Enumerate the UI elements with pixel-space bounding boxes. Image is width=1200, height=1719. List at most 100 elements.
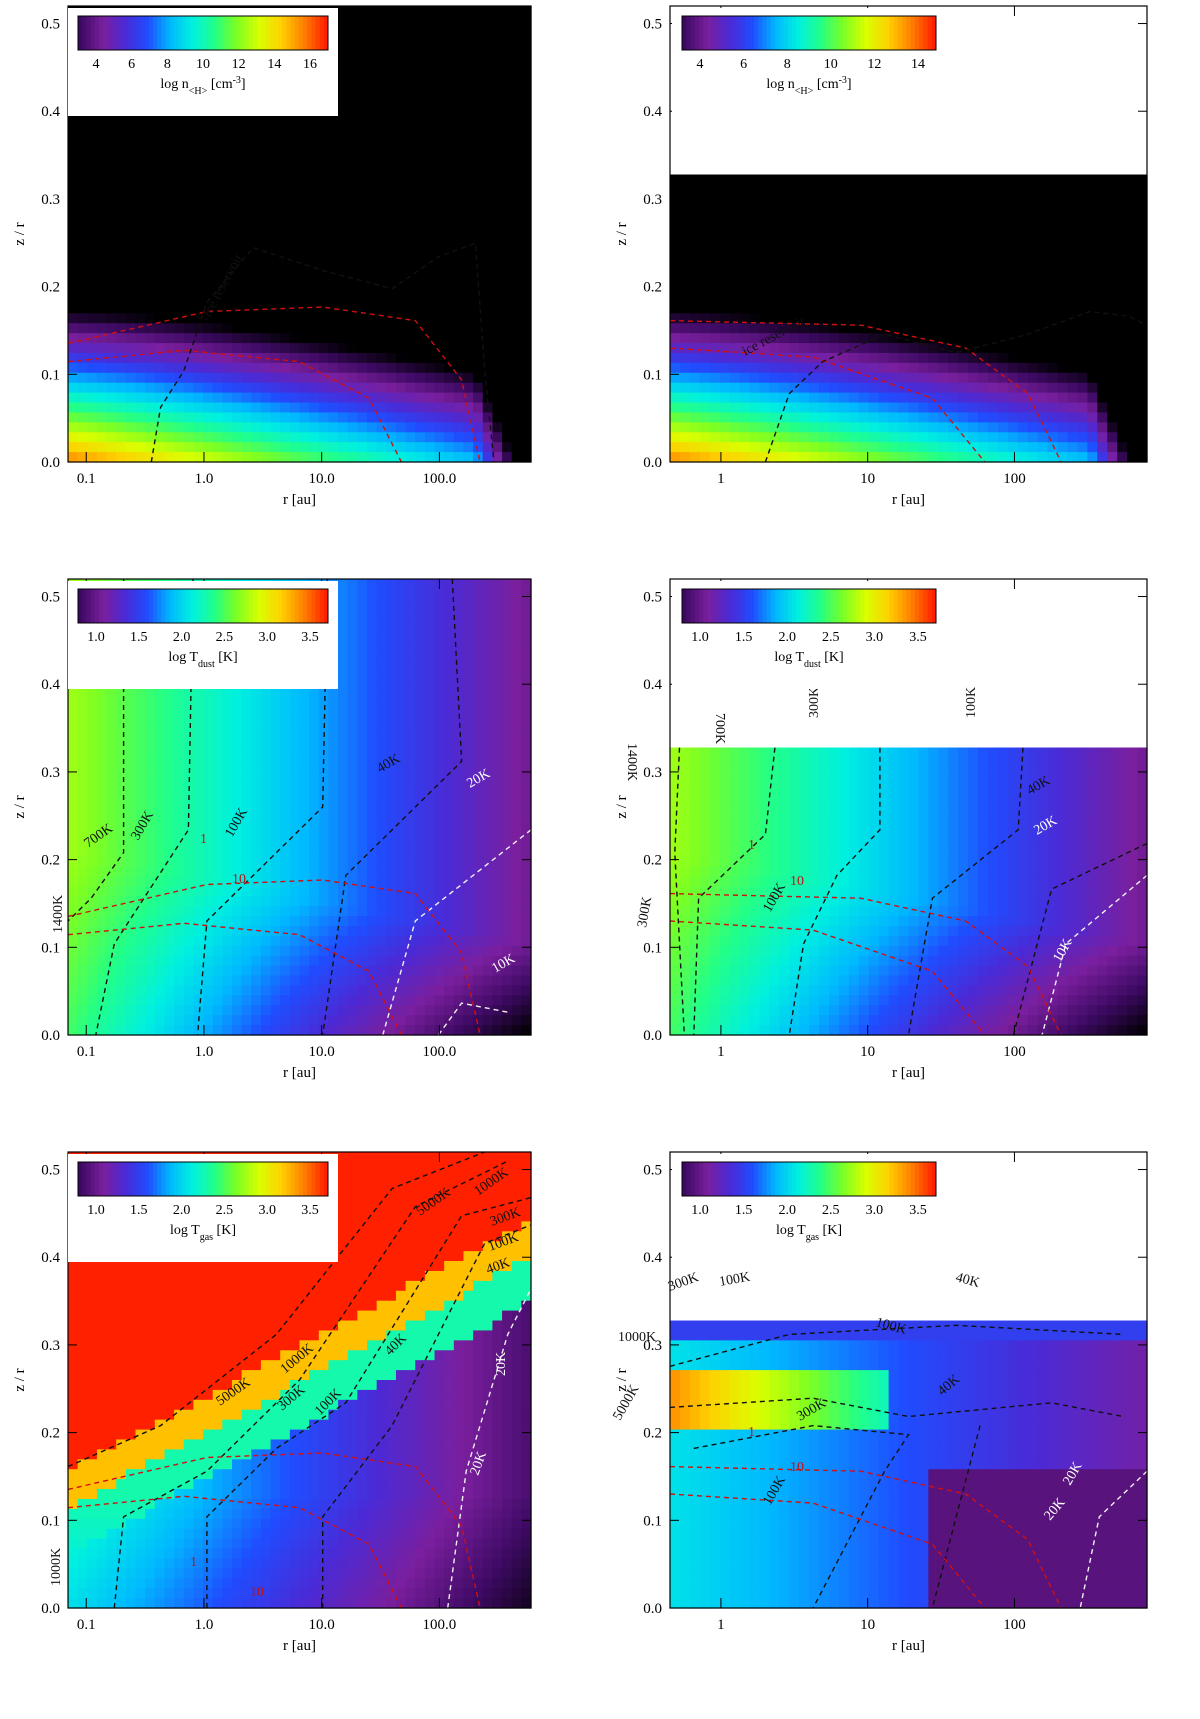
heatmap-cell [135, 1025, 146, 1036]
heatmap-cell [280, 194, 291, 205]
heatmap-cell [838, 323, 850, 334]
heatmap-cell [1007, 362, 1019, 374]
heatmap-cell [116, 174, 127, 186]
heatmap-cell [719, 333, 731, 344]
heatmap-cell [68, 826, 79, 838]
heatmap-cell [347, 115, 358, 126]
heatmap-cell [270, 442, 281, 453]
heatmap-cell [424, 75, 436, 86]
heatmap-cell [164, 234, 175, 245]
colorbar-swatch [161, 16, 166, 50]
heatmap-cell [492, 35, 503, 47]
heatmap-cell [978, 432, 989, 443]
heatmap-cell [958, 313, 969, 324]
heatmap-cell [135, 717, 146, 729]
heatmap-cell [739, 412, 751, 423]
heatmap-cell [241, 313, 252, 324]
heatmap-cell [395, 362, 407, 374]
heatmap-cell [96, 372, 108, 384]
heatmap-cell [116, 985, 127, 996]
heatmap-cell [299, 807, 310, 818]
heatmap-cell [679, 253, 691, 265]
heatmap-cell [145, 787, 156, 798]
heatmap-cell [193, 757, 204, 768]
heatmap-cell [164, 402, 175, 414]
heatmap-cell [878, 293, 890, 304]
heatmap-cell [289, 886, 301, 897]
heatmap-cell [251, 985, 262, 996]
heatmap-cell [492, 45, 503, 57]
heatmap-cell [145, 995, 156, 1006]
heatmap-cell [241, 372, 252, 384]
heatmap-cell [87, 293, 98, 304]
heatmap-cell [183, 975, 194, 987]
heatmap-cell [367, 204, 378, 215]
heatmap-cell [444, 313, 455, 324]
heatmap-cell [183, 323, 194, 334]
heatmap-cell [1127, 362, 1138, 374]
heatmap-cell [116, 737, 127, 749]
heatmap-cell [968, 224, 979, 235]
heatmap-cell [77, 164, 88, 176]
heatmap-cell [829, 174, 840, 186]
colorbar-tick-label: 4 [93, 57, 100, 72]
heatmap-cell [1027, 372, 1039, 384]
heatmap-cell [1047, 204, 1059, 215]
heatmap-cell [203, 757, 214, 768]
heatmap-cell [405, 253, 416, 265]
heatmap-cell [463, 412, 474, 423]
heatmap-cell [492, 333, 503, 344]
heatmap-cell [280, 352, 291, 364]
heatmap-cell [289, 352, 301, 364]
heatmap-cell [1107, 402, 1118, 414]
heatmap-cell [241, 303, 252, 314]
heatmap-cell [502, 75, 513, 86]
heatmap-cell [868, 432, 880, 443]
heatmap-cell [231, 352, 243, 364]
heatmap-cell [1037, 452, 1049, 463]
heatmap-cell [444, 6, 455, 17]
heatmap-cell [125, 303, 137, 314]
heatmap-cell [222, 243, 233, 255]
heatmap-cell [769, 432, 780, 443]
heatmap-cell [106, 402, 117, 414]
heatmap-cell [299, 688, 310, 699]
heatmap-cell [270, 392, 281, 404]
heatmap-cell [888, 263, 900, 275]
heatmap-cell [270, 343, 281, 354]
heatmap-cell [918, 442, 929, 453]
heatmap-cell [424, 124, 436, 136]
heatmap-cell [212, 945, 223, 957]
heatmap-cell [789, 214, 800, 225]
heatmap-cell [270, 846, 281, 858]
heatmap-cell [502, 432, 513, 443]
heatmap-cell [68, 283, 79, 295]
heatmap-cell [77, 253, 88, 265]
heatmap-cell [289, 747, 301, 759]
heatmap-cell [203, 965, 214, 977]
heatmap-cell [679, 313, 691, 324]
heatmap-cell [424, 392, 436, 404]
heatmap-cell [1027, 273, 1039, 285]
heatmap-cell [260, 757, 272, 768]
heatmap-cell [193, 965, 204, 977]
heatmap-cell [174, 263, 185, 275]
heatmap-cell [106, 797, 117, 808]
heatmap-cell [125, 382, 137, 394]
heatmap-cell [1077, 412, 1088, 423]
heatmap-cell [719, 224, 731, 235]
heatmap-cell [145, 243, 156, 255]
heatmap-cell [988, 442, 999, 453]
heatmap-cell [347, 204, 358, 215]
heatmap-cell [829, 412, 840, 423]
heatmap-cell [280, 1005, 291, 1016]
heatmap-cell [492, 134, 503, 146]
heatmap-cell [241, 283, 252, 295]
heatmap-cell [838, 432, 850, 443]
heatmap-cell [251, 767, 262, 778]
heatmap-cell [858, 263, 870, 275]
heatmap-cell [77, 442, 88, 453]
heatmap-cell [453, 154, 465, 166]
heatmap-cell [135, 896, 146, 907]
heatmap-cell [231, 747, 243, 759]
